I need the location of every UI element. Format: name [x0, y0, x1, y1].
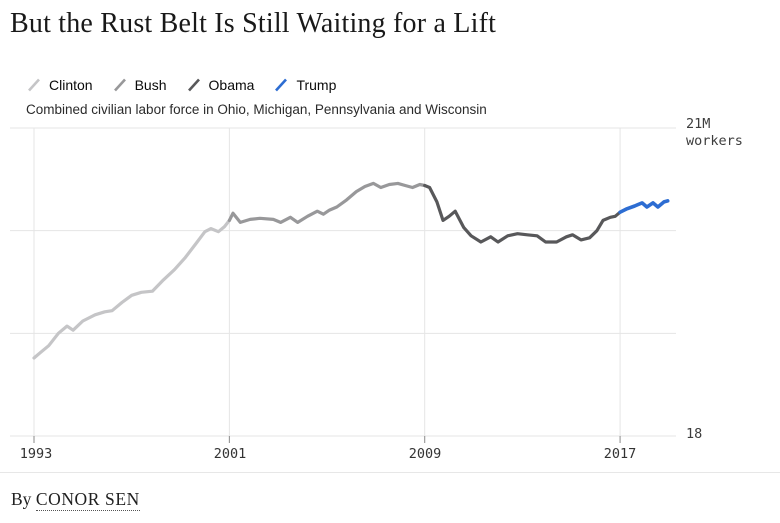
- legend-label-clinton: Clinton: [49, 77, 93, 93]
- legend-item-trump: Trump: [273, 77, 336, 93]
- legend-label-obama: Obama: [208, 77, 255, 93]
- legend-label-bush: Bush: [134, 77, 167, 93]
- legend-label-trump: Trump: [296, 77, 337, 93]
- legend-swatch-trump-icon: [275, 78, 288, 92]
- series-line-bush: [227, 181, 427, 224]
- series-line-trump: [618, 199, 670, 214]
- legend-swatch-obama-icon: [187, 78, 200, 92]
- chart-subtitle: Combined civilian labor force in Ohio, M…: [26, 102, 487, 117]
- legend-swatch-bush-icon: [113, 78, 126, 92]
- chart-legend: Clinton Bush Obama Trump: [26, 77, 336, 93]
- legend-swatch-clinton-icon: [28, 78, 40, 92]
- series-line-obama: [423, 183, 622, 244]
- chart-title: But the Rust Belt Is Still Waiting for a…: [10, 8, 497, 39]
- x-tick-label-2009: 2009: [408, 446, 442, 462]
- series-line-clinton: [32, 218, 231, 360]
- x-tick-label-2001: 2001: [213, 446, 247, 462]
- author-link[interactable]: CONOR SEN: [35, 489, 140, 511]
- x-tick-label-1993: 1993: [19, 446, 53, 462]
- legend-item-bush: Bush: [112, 77, 167, 93]
- y-axis-top-label: 21M workers: [686, 116, 743, 149]
- legend-item-clinton: Clinton: [26, 77, 93, 93]
- x-tick-label-2017: 2017: [603, 446, 637, 462]
- legend-item-obama: Obama: [186, 77, 255, 93]
- byline: By CONOR SEN: [11, 489, 140, 511]
- y-axis-bottom-label: 18: [686, 426, 703, 442]
- footer-divider: [0, 472, 780, 473]
- byline-prefix: By: [11, 489, 32, 509]
